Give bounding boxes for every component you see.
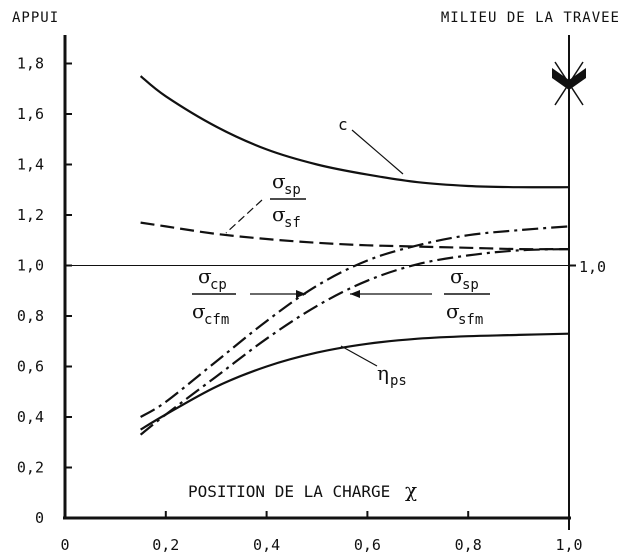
svg-text:σ: σ xyxy=(450,264,464,288)
series-line-3 xyxy=(139,248,570,436)
x-tick-label: 0,6 xyxy=(354,536,381,554)
header-milieu-travee: MILIEU DE LA TRAVEE xyxy=(441,10,620,26)
y-tick-label: 0,6 xyxy=(17,358,44,376)
svg-text:sf: sf xyxy=(284,215,301,231)
arrow-sigma-sp-sfm-icon xyxy=(350,290,360,298)
svg-text:cp: cp xyxy=(210,277,227,293)
series-group xyxy=(139,75,570,436)
series-line-0 xyxy=(139,75,570,189)
svg-text:σ: σ xyxy=(446,299,460,323)
y-tick-label: 0,4 xyxy=(17,408,44,426)
x-tick-label: 0,4 xyxy=(253,536,280,554)
header-appui: APPUI xyxy=(12,10,59,26)
x-axis-title: POSITION DE LA CHARGE xyxy=(188,482,390,501)
label-eta-ps: η ps xyxy=(377,361,407,389)
x-tick-label: 0 xyxy=(60,536,69,554)
series-line-1 xyxy=(140,221,570,251)
svg-text:σ: σ xyxy=(272,202,286,226)
y-tick-label: 1,8 xyxy=(17,55,44,73)
symmetry-axis-icon xyxy=(552,61,586,320)
y-tick-label: 0,8 xyxy=(17,307,44,325)
y-ticks: 0 0,2 0,4 0,6 0,8 1,0 1,2 1,4 1,6 1,8 xyxy=(17,55,72,527)
right-tick-label: 1,0 xyxy=(579,258,606,276)
label-sigma-sp-sf: σ sp σ sf xyxy=(270,169,306,231)
svg-text:sp: sp xyxy=(462,277,479,293)
series-line-4 xyxy=(140,332,570,431)
svg-text:η: η xyxy=(377,361,389,385)
label-sigma-sp-sfm: σ sp σ sfm xyxy=(444,264,490,328)
svg-text:σ: σ xyxy=(198,264,212,288)
svg-text:cfm: cfm xyxy=(204,312,229,328)
leader-eta-ps xyxy=(340,345,378,367)
svg-text:sp: sp xyxy=(284,182,301,198)
label-c: c xyxy=(338,115,348,134)
x-tick-label: 0,8 xyxy=(455,536,482,554)
y-tick-label: 1,0 xyxy=(17,257,44,275)
x-ticks: 0 0,2 0,4 0,6 0,8 1,0 xyxy=(60,511,583,554)
series-line-2 xyxy=(140,225,570,418)
leader-c xyxy=(351,129,404,175)
y-tick-label: 1,4 xyxy=(17,156,44,174)
x-tick-label: 0,2 xyxy=(152,536,179,554)
svg-text:ps: ps xyxy=(390,373,407,389)
svg-text:σ: σ xyxy=(192,299,206,323)
x-axis-symbol: χ xyxy=(405,478,417,502)
label-sigma-cp-cfm: σ cp σ cfm xyxy=(192,264,236,328)
leader-sigma-sp-sf xyxy=(225,199,263,234)
y-tick-label: 0 xyxy=(35,509,44,527)
arrow-sigma-cp-cfm-icon xyxy=(296,290,306,298)
svg-text:σ: σ xyxy=(272,169,286,193)
y-tick-label: 0,2 xyxy=(17,459,44,477)
y-tick-label: 1,2 xyxy=(17,206,44,224)
y-tick-label: 1,6 xyxy=(17,105,44,123)
svg-text:sfm: sfm xyxy=(458,312,483,328)
x-tick-label: 1,0 xyxy=(555,536,582,554)
